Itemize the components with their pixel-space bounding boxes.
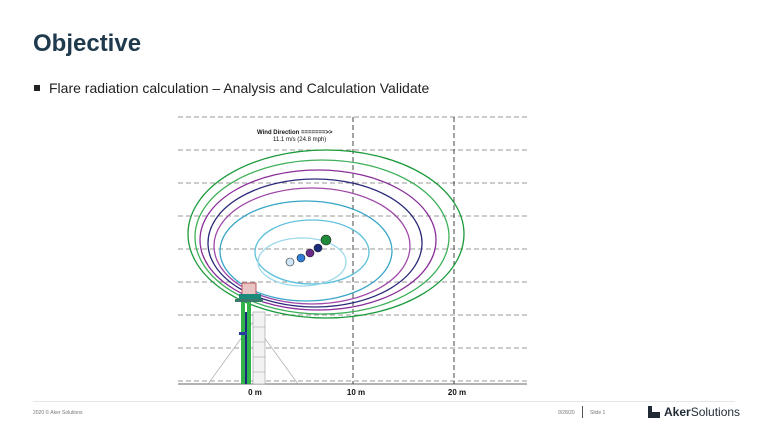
x-tick-10m: 10 m (347, 388, 365, 397)
contour-6 (219, 200, 393, 302)
logo-text-bold: Aker (664, 405, 691, 419)
footer-date: 9/28/20 (558, 410, 575, 416)
marker-2 (296, 253, 306, 263)
contour-8 (257, 237, 347, 287)
bullet-text: Flare radiation calculation – Analysis a… (49, 80, 430, 96)
flare-radiation-figure: Wind Direction =======>> 11.1 m/s (24.8 … (178, 112, 527, 398)
contour-1 (187, 149, 465, 319)
wind-direction-label: Wind Direction =======>> (257, 130, 333, 136)
flame-markers (285, 234, 332, 267)
bullet-item: Flare radiation calculation – Analysis a… (34, 80, 429, 96)
radiation-contours (187, 149, 465, 319)
contour-2 (194, 159, 450, 315)
wind-speed-label: 11.1 m/s (24.8 mph) (273, 137, 326, 143)
contour-7 (254, 219, 370, 285)
contour-5 (213, 187, 411, 305)
footer-slide-number: Slide 1 (590, 410, 606, 416)
slide-title: Objective (33, 30, 142, 57)
footer-copyright: 2020 © Aker Solutions (33, 410, 83, 416)
footer-divider (33, 401, 735, 402)
contour-4 (207, 178, 423, 308)
marker-5 (320, 234, 332, 246)
logo-text: AkerSolutions (664, 405, 740, 419)
flare-stack (207, 282, 299, 385)
footer-separator (582, 406, 583, 418)
grid-vertical (352, 117, 455, 384)
aker-logo-icon (648, 406, 660, 418)
marker-4 (313, 243, 323, 253)
x-tick-20m: 20 m (448, 388, 466, 397)
logo-text-light: Solutions (690, 405, 741, 419)
figure-background (178, 112, 527, 398)
aker-solutions-logo: AkerSolutions (648, 405, 740, 419)
marker-1 (285, 257, 295, 267)
marker-3 (305, 248, 315, 258)
x-tick-0m: 0 m (248, 388, 262, 397)
grid-horizontal (178, 116, 527, 382)
bullet-square-icon (34, 85, 40, 91)
contour-3 (199, 169, 437, 311)
